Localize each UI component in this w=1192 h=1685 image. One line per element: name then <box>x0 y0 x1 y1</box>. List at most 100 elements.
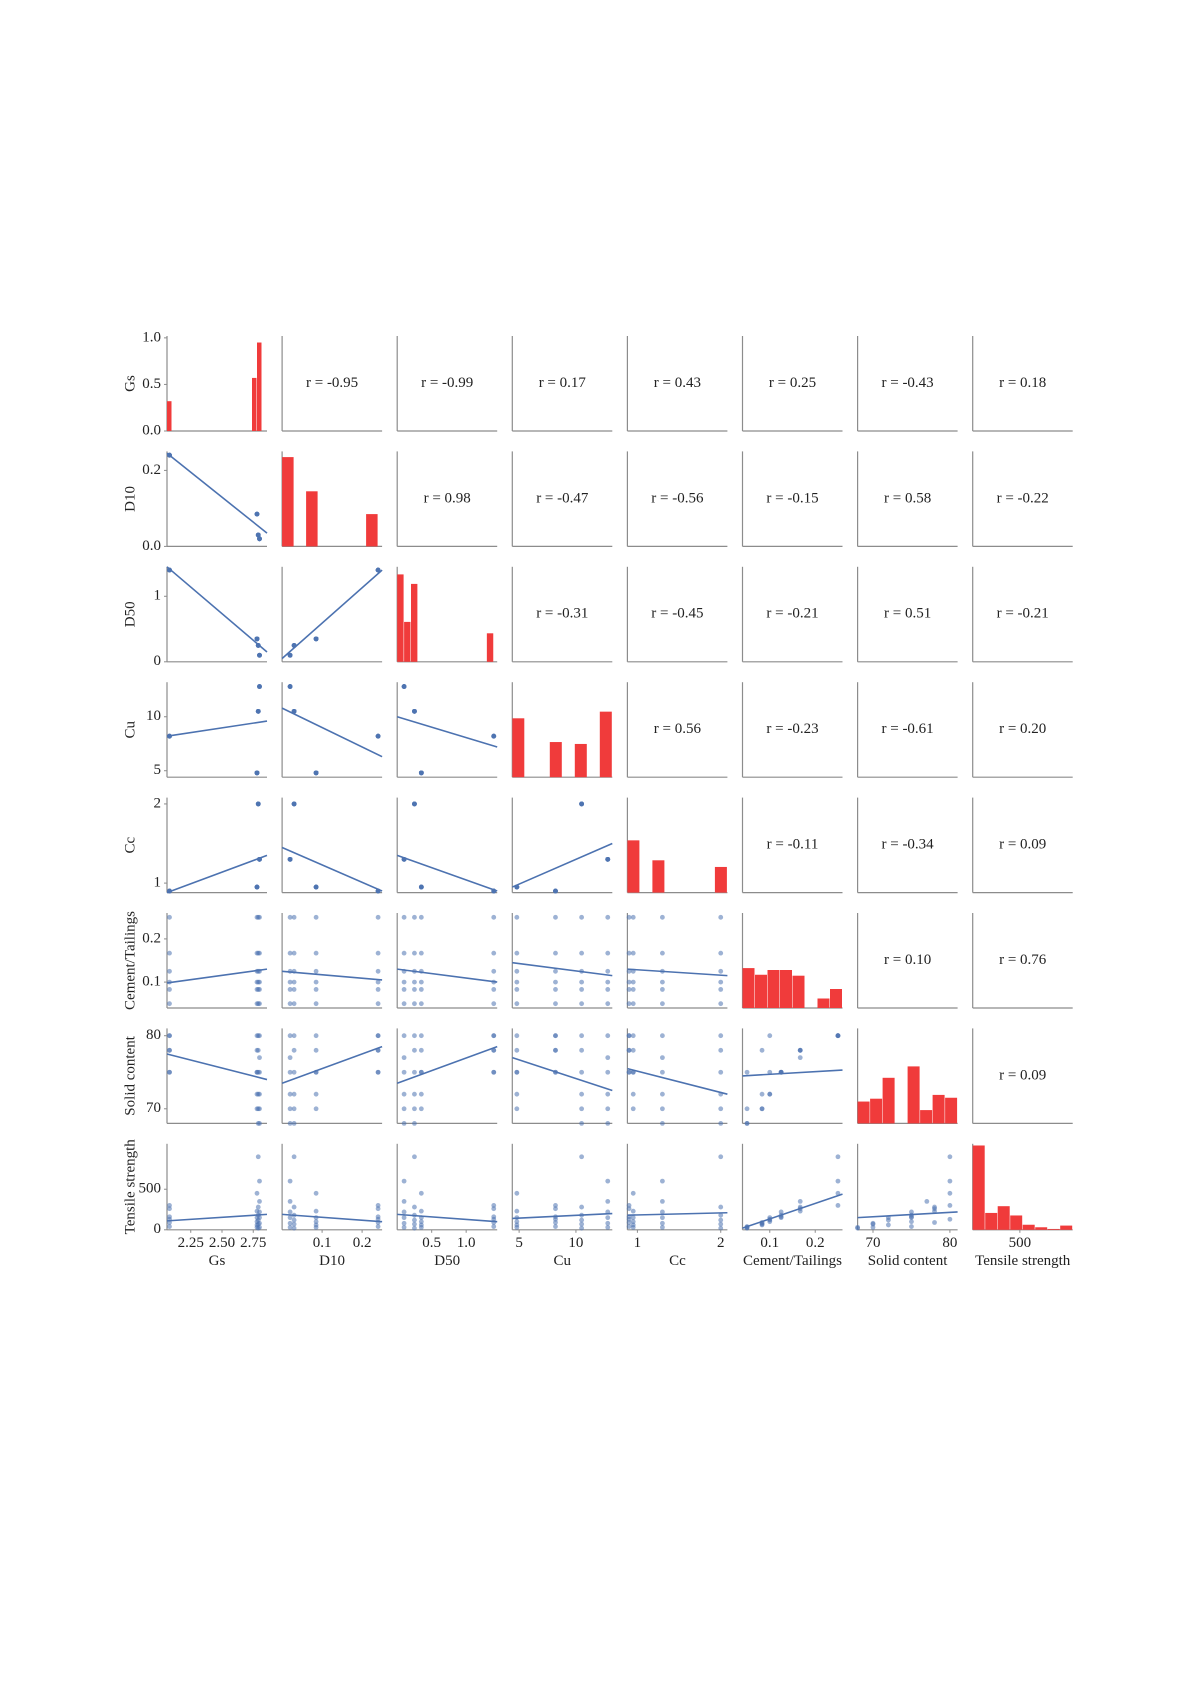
scatter-point <box>287 1033 293 1039</box>
scatter-point <box>287 950 293 956</box>
scatter-point <box>553 968 558 974</box>
scatter-point <box>932 1204 937 1210</box>
scatter-point <box>401 1069 407 1075</box>
correlation-label: r = -0.23 <box>766 721 818 737</box>
scatter-point <box>167 1069 172 1075</box>
correlation-label: r = -0.22 <box>997 490 1049 506</box>
scatter-point <box>291 1121 297 1126</box>
scatter-point <box>553 1001 558 1007</box>
x-tick-label: 2 <box>717 1235 725 1251</box>
hist-bar <box>167 401 172 431</box>
fit-line <box>857 1211 958 1219</box>
fit-line <box>281 569 383 660</box>
correlation-label: r = -0.99 <box>421 375 473 391</box>
scatter-point <box>167 914 172 920</box>
y-tick-label: 0.1 <box>142 974 161 990</box>
scatter-point <box>287 1069 293 1075</box>
scatter-point <box>797 1055 803 1061</box>
x-tick-label: 10 <box>568 1235 583 1251</box>
scatter-point <box>660 1178 665 1184</box>
scatter-point <box>412 1106 417 1112</box>
scatter-point <box>718 914 724 920</box>
hist-bar <box>652 860 665 893</box>
scatter-point <box>630 1190 636 1196</box>
scatter-point <box>375 1001 381 1007</box>
x-axis-label: D50 <box>434 1253 460 1269</box>
correlation-label: r = -0.34 <box>881 837 934 853</box>
correlation-label: r = -0.21 <box>997 606 1049 622</box>
scatter-point <box>257 1055 262 1061</box>
scatter-point <box>257 1069 262 1075</box>
y-tick-label: 5 <box>154 762 162 778</box>
x-tick-label: 0.2 <box>353 1235 372 1251</box>
scatter-point <box>579 1069 585 1075</box>
scatter-point <box>412 1001 417 1007</box>
scatter-point <box>630 1215 636 1221</box>
scatter-point <box>257 979 262 985</box>
hist-bar <box>882 1077 895 1124</box>
scatter-point <box>605 1091 611 1097</box>
scatter-point <box>313 1208 319 1214</box>
scatter-point <box>167 1214 172 1220</box>
hist-bar <box>486 633 494 662</box>
fit-line <box>396 1045 498 1084</box>
scatter-point <box>579 1001 585 1007</box>
scatter-point <box>605 1199 611 1204</box>
scatter-point <box>605 1001 611 1007</box>
hist-bar <box>512 718 525 778</box>
scatter-point <box>514 1069 520 1075</box>
scatter-point <box>167 1001 172 1007</box>
scatter-point <box>287 1220 293 1226</box>
scatter-point <box>744 1069 750 1075</box>
y-tick-label: 0.0 <box>142 538 161 554</box>
correlation-label: r = 0.09 <box>999 837 1046 853</box>
scatter-point <box>418 1190 424 1196</box>
hist-bar <box>252 377 257 431</box>
scatter-point <box>630 1001 636 1007</box>
scatter-point <box>412 1204 417 1210</box>
scatter-point <box>375 914 381 920</box>
hist-bar <box>945 1097 958 1124</box>
scatter-point <box>605 950 611 956</box>
scatter-point <box>718 968 724 974</box>
scatter-point <box>287 1121 293 1126</box>
scatter-point <box>491 968 497 974</box>
scatter-point <box>375 987 381 992</box>
scatter-point <box>375 1224 381 1229</box>
scatter-point <box>412 1033 417 1039</box>
scatter-point <box>291 950 297 956</box>
scatter-point <box>291 987 297 992</box>
scatter-point <box>313 914 319 920</box>
scatter-point <box>718 979 724 985</box>
scatter-point <box>626 1001 632 1007</box>
y-axis-label: D10 <box>122 486 138 512</box>
hist-bar <box>817 998 830 1008</box>
scatter-point <box>313 987 319 992</box>
scatter-point <box>287 856 293 862</box>
scatter-point <box>291 1001 297 1007</box>
y-tick-label: 1 <box>154 588 162 604</box>
scatter-point <box>660 987 665 992</box>
scatter-point <box>660 1224 665 1230</box>
scatter-point <box>491 1033 497 1039</box>
scatter-point <box>412 708 417 714</box>
scatter-point <box>605 987 611 992</box>
correlation-label: r = -0.31 <box>536 606 588 622</box>
scatter-point <box>626 1033 632 1039</box>
scatter-point <box>418 979 424 985</box>
scatter-point <box>257 1209 262 1215</box>
scatter-point <box>254 511 260 517</box>
scatter-point <box>313 884 319 890</box>
scatter-point <box>626 1224 632 1229</box>
scatter-point <box>412 1225 417 1231</box>
scatter-point <box>412 1221 417 1227</box>
scatter-point <box>718 1204 724 1210</box>
x-tick-label: 0.5 <box>422 1235 441 1251</box>
scatter-point <box>932 1220 937 1225</box>
scatter-point <box>759 1047 765 1053</box>
scatter-point <box>291 1106 297 1112</box>
scatter-point <box>412 1069 417 1075</box>
scatter-point <box>797 1199 803 1204</box>
scatter-point <box>313 1033 319 1039</box>
scatter-point <box>313 1001 319 1007</box>
